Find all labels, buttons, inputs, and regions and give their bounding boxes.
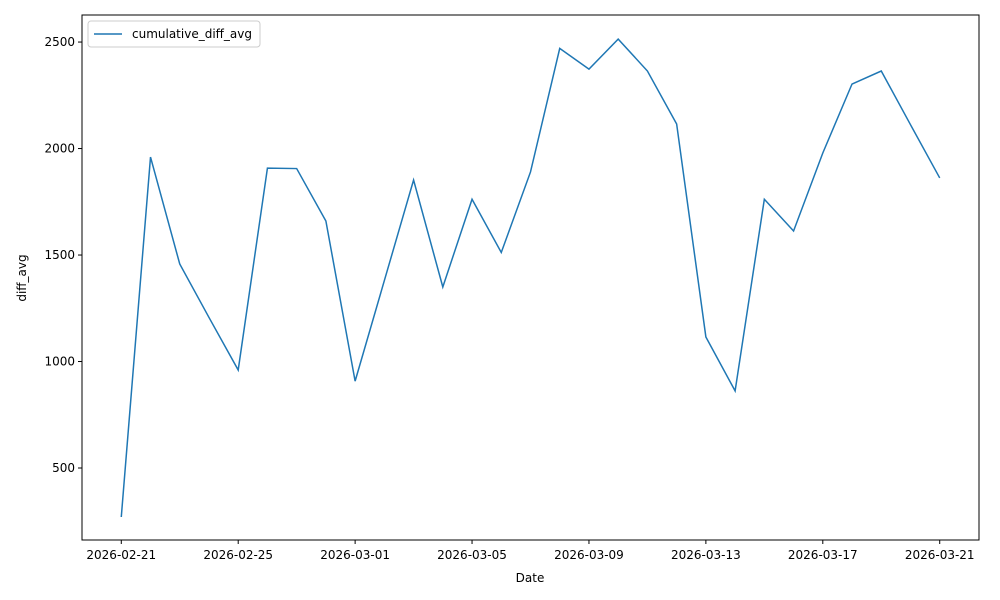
- y-tick-label: 1000: [44, 355, 75, 369]
- y-tick-label: 2000: [44, 142, 75, 156]
- x-tick-label: 2026-03-05: [437, 548, 507, 562]
- y-tick-label: 1500: [44, 248, 75, 262]
- x-tick-label: 2026-03-21: [905, 548, 975, 562]
- x-tick-label: 2026-03-01: [320, 548, 390, 562]
- legend: cumulative_diff_avg: [87, 20, 261, 48]
- x-tick-label: 2026-03-09: [554, 548, 624, 562]
- plot-frame: [81, 14, 980, 541]
- legend-label: cumulative_diff_avg: [132, 27, 252, 41]
- legend-box: [87, 20, 261, 48]
- x-tick-label: 2026-03-13: [671, 548, 741, 562]
- y-axis-label: diff_avg: [15, 254, 29, 301]
- line-series: [120, 37, 941, 518]
- y-tick-label: 500: [52, 461, 75, 475]
- y-tick-label: 2500: [44, 35, 75, 49]
- x-tick-label: 2026-02-21: [86, 548, 156, 562]
- x-tick-label: 2026-02-25: [203, 548, 273, 562]
- x-axis-label: Date: [516, 571, 545, 585]
- x-tick-label: 2026-03-17: [788, 548, 858, 562]
